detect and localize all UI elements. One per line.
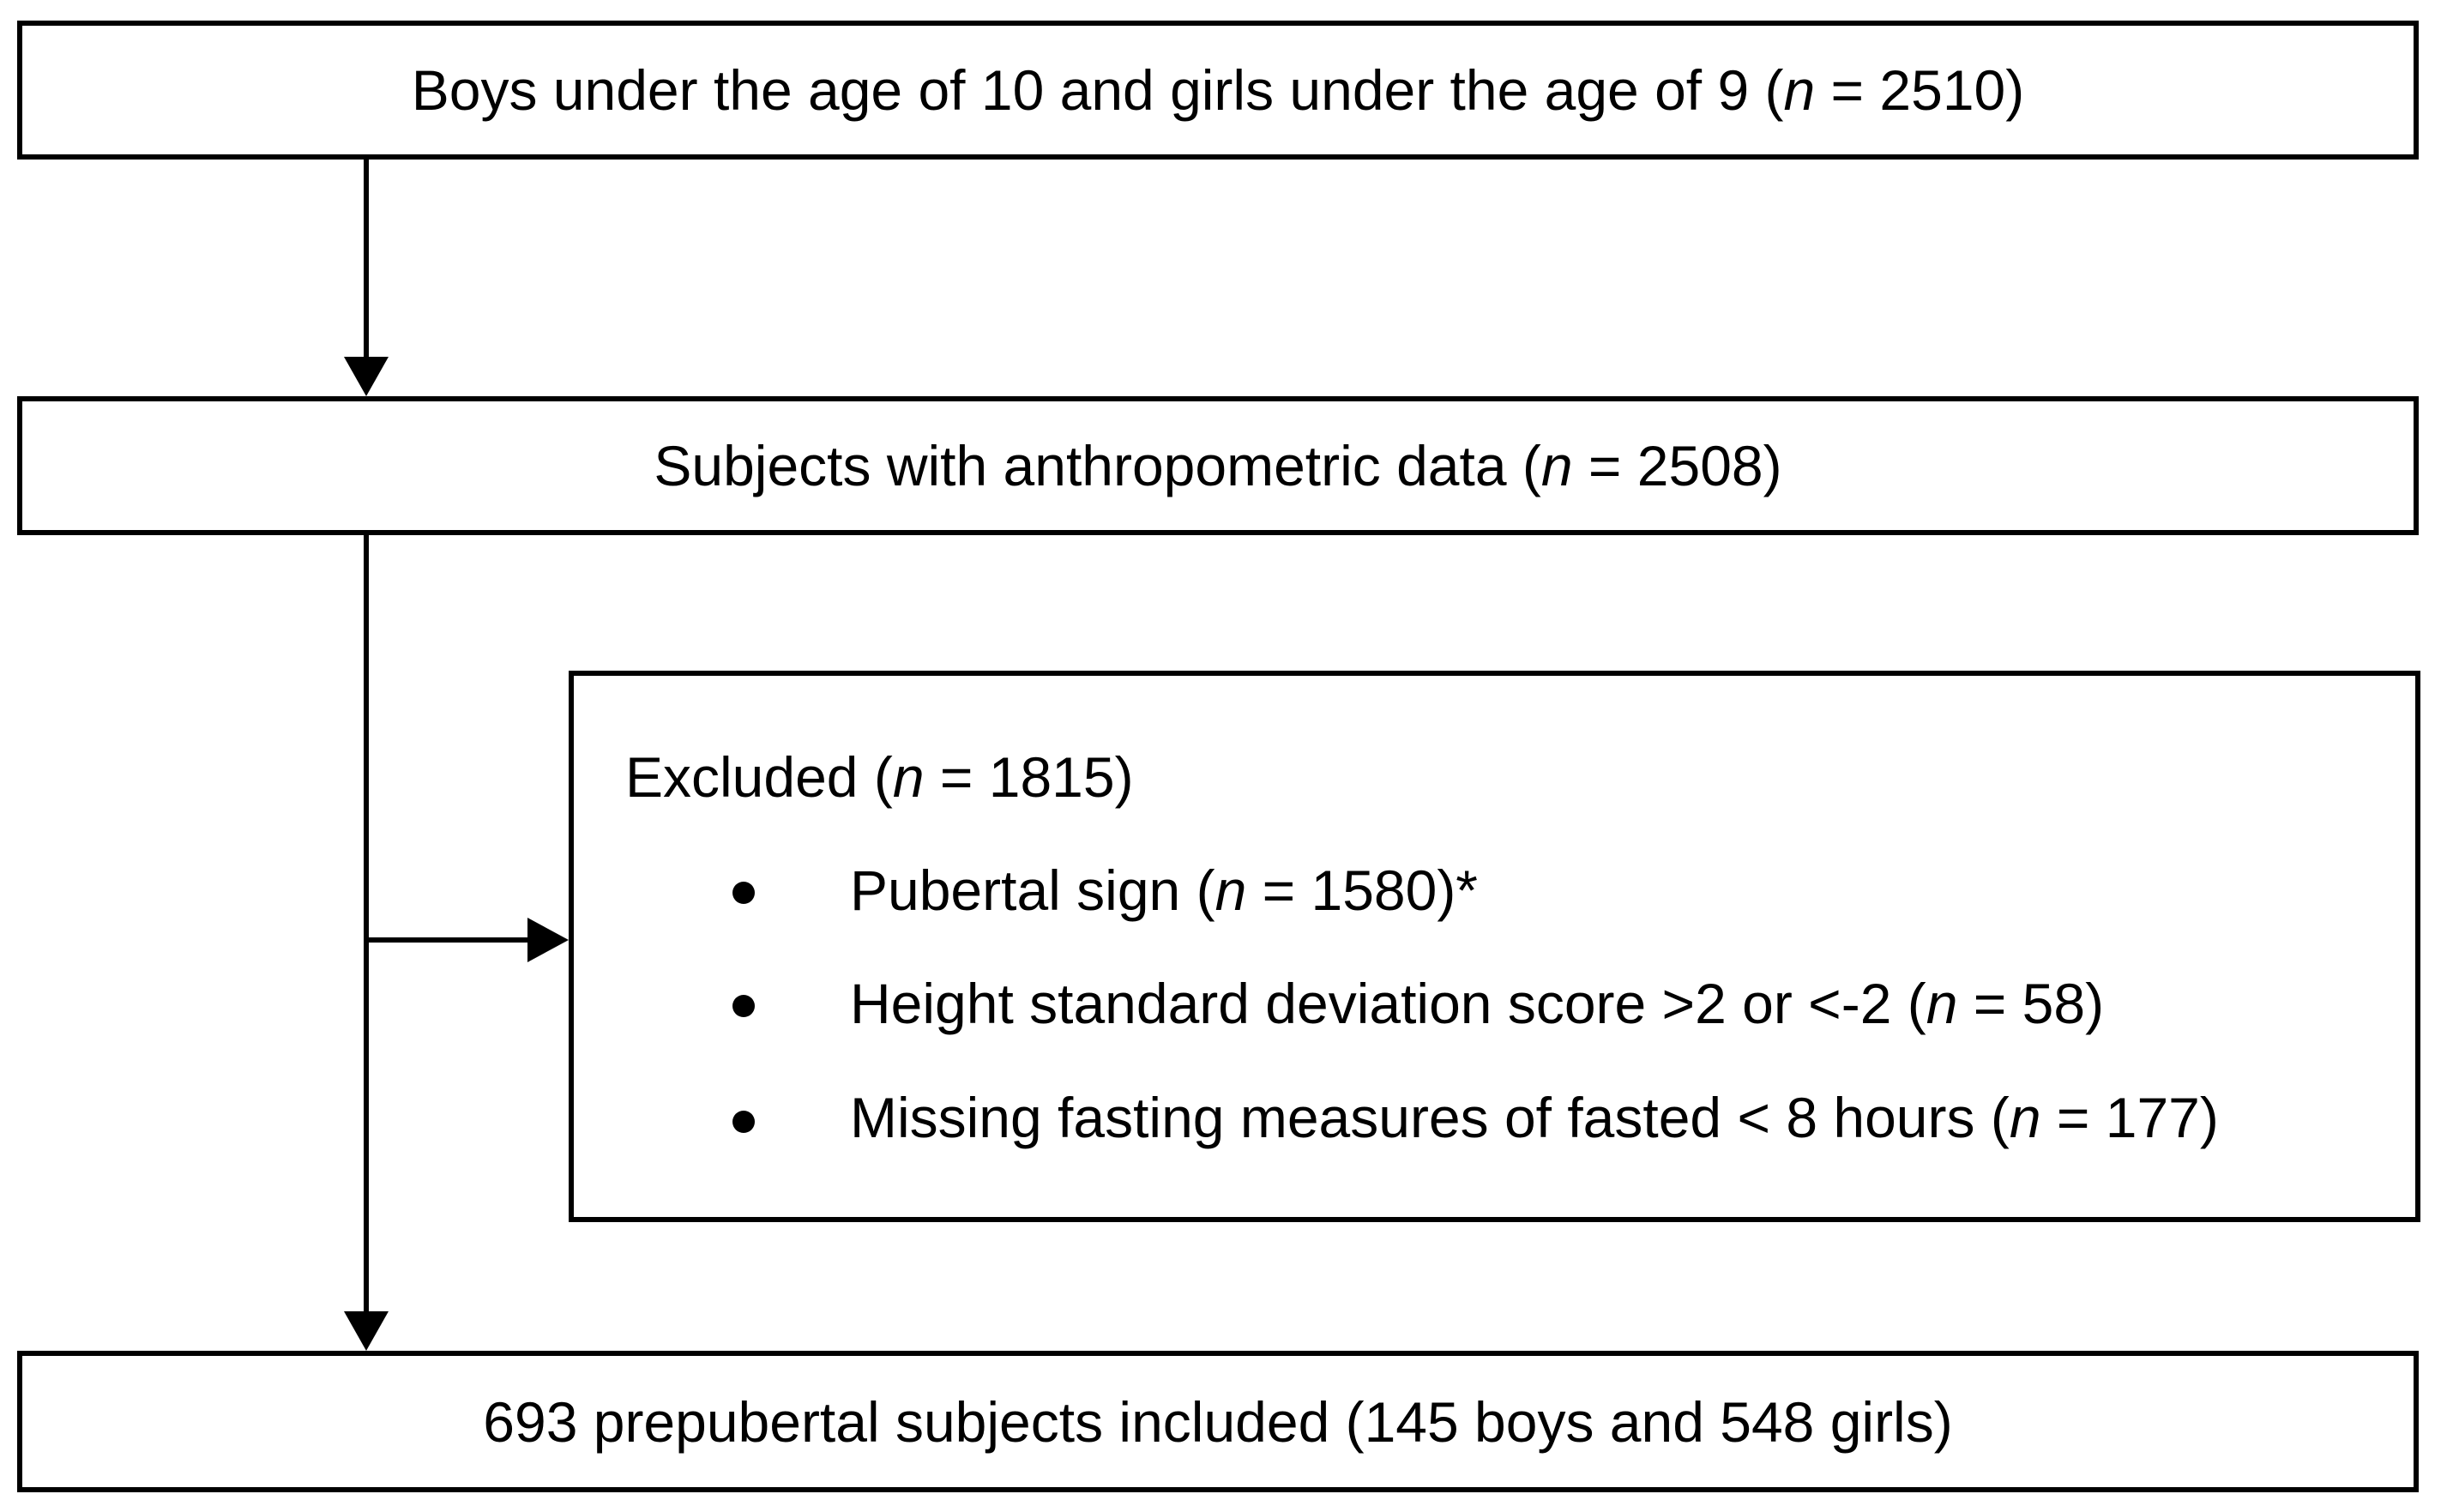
- anthropometric-n-value: = 2508): [1572, 434, 1782, 497]
- population-n-symbol: n: [1783, 58, 1816, 122]
- bullet-icon: [732, 995, 755, 1017]
- bullet-n-value: = 1580)*: [1246, 858, 1478, 922]
- bullet-n-symbol: n: [2009, 1086, 2041, 1149]
- excluded-bullet-pubertal: Pubertal sign (n = 1580)*: [850, 858, 1478, 923]
- excluded-n-value: = 1815): [924, 745, 1134, 809]
- anthropometric-n-symbol: n: [1540, 434, 1573, 497]
- down-arrow-line-1: [364, 160, 369, 360]
- down-arrow-line-2: [364, 535, 369, 1313]
- population-label-text: Boys under the age of 10 and girls under…: [411, 58, 1784, 122]
- population-label: Boys under the age of 10 and girls under…: [412, 57, 2025, 123]
- excluded-n-symbol: n: [892, 745, 925, 809]
- anthropometric-label: Subjects with anthropometric data (n = 2…: [654, 433, 1781, 498]
- bullet-n-value: = 177): [2040, 1086, 2219, 1149]
- included-box: 693 prepubertal subjects included (145 b…: [17, 1351, 2419, 1492]
- bullet-n-symbol: n: [1926, 972, 1958, 1035]
- population-n-value: = 2510): [1815, 58, 2025, 122]
- bullet-text: Height standard deviation score >2 or <-…: [850, 972, 1926, 1035]
- included-label: 693 prepubertal subjects included (145 b…: [483, 1389, 1953, 1454]
- bullet-text: Missing fasting measures of fasted < 8 h…: [850, 1086, 2010, 1149]
- excluded-bullet-height-sds: Height standard deviation score >2 or <-…: [850, 971, 2104, 1036]
- excluded-header: Excluded (n = 1815): [625, 744, 1134, 810]
- excluded-bullet-fasting: Missing fasting measures of fasted < 8 h…: [850, 1085, 2219, 1150]
- bullet-n-value: = 58): [1957, 972, 2105, 1035]
- anthropometric-box: Subjects with anthropometric data (n = 2…: [17, 396, 2419, 535]
- right-arrow-line: [366, 937, 531, 943]
- down-arrow-head-icon: [344, 357, 389, 396]
- anthropometric-label-text: Subjects with anthropometric data (: [654, 434, 1541, 497]
- excluded-box: Excluded (n = 1815) Pubertal sign (n = 1…: [569, 671, 2420, 1222]
- down-arrow-head-icon-2: [344, 1311, 389, 1351]
- bullet-text: Pubertal sign (: [850, 858, 1215, 922]
- population-box: Boys under the age of 10 and girls under…: [17, 21, 2419, 160]
- excluded-header-text: Excluded (: [625, 745, 893, 809]
- bullet-icon: [732, 882, 755, 904]
- bullet-n-symbol: n: [1214, 858, 1247, 922]
- bullet-icon: [732, 1111, 755, 1133]
- right-arrow-head-icon: [527, 918, 569, 962]
